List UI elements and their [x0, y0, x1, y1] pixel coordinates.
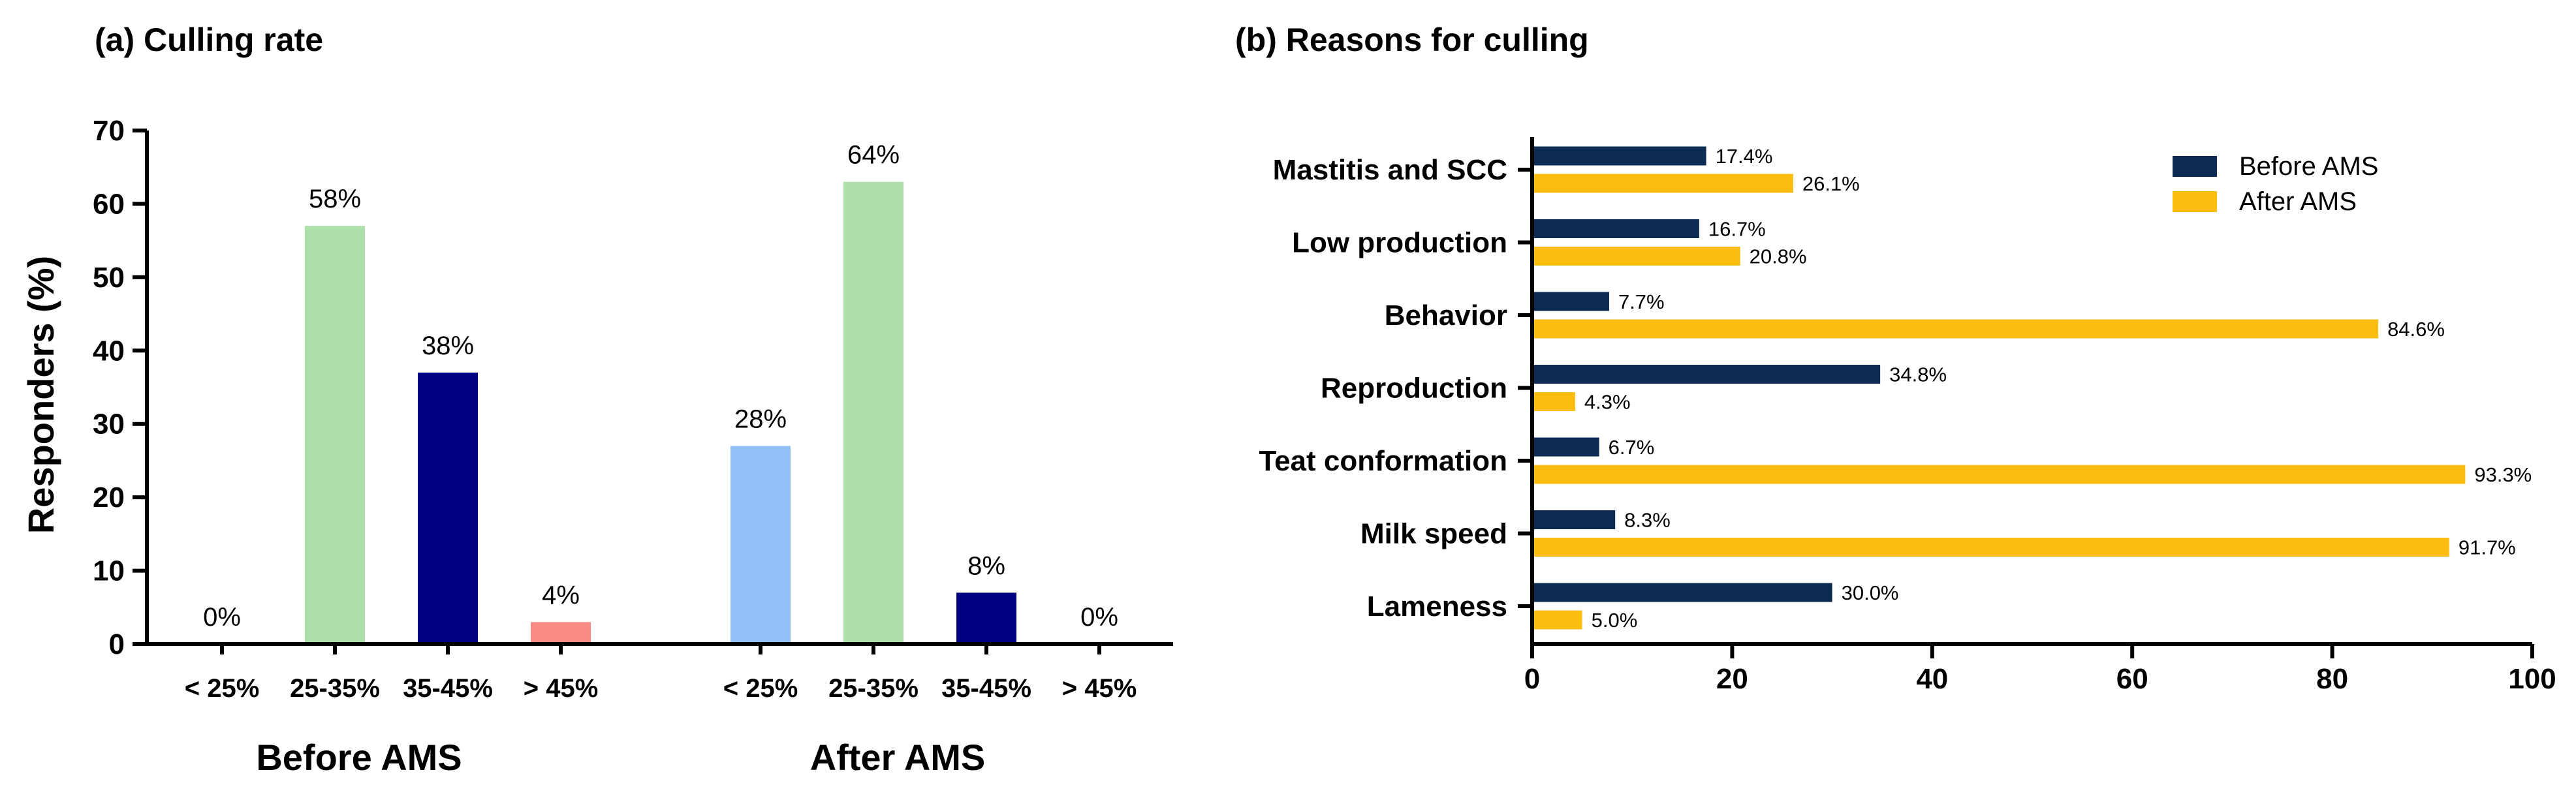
bar-value-label: 4%	[542, 581, 580, 609]
bar-value-label: 64%	[847, 141, 900, 170]
bar-after-ams-lameness	[1532, 610, 1582, 630]
group-label-after-ams: After AMS	[810, 737, 986, 778]
bar-value-label: 91.7%	[2458, 536, 2516, 559]
culling-rate-bars: 0% 58% 38% 4% 28% 64% 8% 0%	[203, 141, 1118, 645]
y-category-label-low-production: Low production	[1292, 227, 1507, 259]
x-tick-label: 60	[2116, 663, 2148, 695]
y-category-label-milk-speed: Milk speed	[1360, 518, 1507, 550]
bar-before-ams-milk-speed	[1532, 510, 1616, 529]
y-tick-label: 50	[93, 262, 125, 294]
bar-after-ams-35-45	[956, 592, 1016, 644]
bar-after-ams-25	[730, 446, 791, 644]
y-tick-label: 20	[93, 482, 125, 514]
bar-value-label: 8.3%	[1624, 509, 1671, 532]
culling-reasons-y-labels: Mastitis and SCC Low production Behavior Re…	[1259, 154, 1532, 623]
y-tick-label: 60	[93, 188, 125, 220]
culling-rate-chart: (a) Culling rate Responders (%) 0 10 20 30 4…	[20, 22, 1173, 778]
bar-value-label: 4.3%	[1584, 391, 1631, 414]
bar-value-label: 0%	[203, 603, 241, 632]
culling-rate-title: (a) Culling rate	[95, 22, 323, 58]
legend-label-before-ams: Before AMS	[2239, 152, 2378, 181]
y-category-label-mastitis-and-scc: Mastitis and SCC	[1273, 154, 1507, 186]
bar-value-label: 26.1%	[1802, 172, 1860, 195]
bar-value-label: 7.7%	[1618, 290, 1665, 313]
x-tick-label: 20	[1716, 663, 1748, 695]
bar-value-label: 93.3%	[2474, 463, 2532, 486]
x-category-label: < 25%	[723, 674, 798, 703]
culling-reasons-title: (b) Reasons for culling	[1235, 22, 1589, 58]
culling-rate-y-ticks: 0 10 20 30 40 50 60 70	[93, 115, 147, 660]
bar-after-ams-mastitis-and-scc	[1532, 174, 1793, 193]
bar-value-label: 16.7%	[1708, 218, 1766, 241]
bar-after-ams-25-35	[843, 181, 903, 644]
bar-value-label: 5.0%	[1592, 609, 1638, 632]
bar-value-label: 28%	[734, 405, 787, 433]
bar-value-label: 34.8%	[1889, 363, 1947, 386]
bar-after-ams-milk-speed	[1532, 538, 2449, 557]
bar-before-ams-45	[531, 622, 591, 644]
bar-before-ams-behavior	[1532, 292, 1609, 311]
bar-before-ams-mastitis-and-scc	[1532, 146, 1706, 166]
legend-label-after-ams: After AMS	[2239, 187, 2357, 216]
x-tick-label: 80	[2316, 663, 2348, 695]
y-tick-label: 70	[93, 115, 125, 147]
legend-swatch-before-ams	[2173, 156, 2217, 177]
y-category-label-reproduction: Reproduction	[1321, 373, 1507, 405]
culling-reasons-chart: (b) Reasons for culling 0 20 40 60 80 100 17.…	[1235, 22, 2556, 695]
x-category-label: > 45%	[1062, 674, 1137, 703]
bar-before-ams-35-45	[418, 373, 478, 644]
legend-swatch-after-ams	[2173, 191, 2217, 212]
x-category-label: > 45%	[524, 674, 599, 703]
x-category-label: 35-45%	[403, 674, 493, 703]
x-category-label: 25-35%	[828, 674, 919, 703]
bar-value-label: 58%	[309, 185, 361, 213]
y-tick-label: 40	[93, 335, 125, 367]
bar-value-label: 84.6%	[2387, 318, 2445, 341]
group-label-before-ams: Before AMS	[256, 737, 462, 778]
bar-value-label: 30.0%	[1842, 581, 1899, 604]
bar-after-ams-reproduction	[1532, 392, 1575, 411]
culling-reasons-x-ticks: 0 20 40 60 80 100	[1524, 644, 2556, 695]
bar-value-label: 17.4%	[1716, 145, 1773, 168]
culling-rate-y-axis-title: Responders (%)	[20, 256, 61, 534]
bar-after-ams-teat-conformation	[1532, 465, 2466, 484]
bar-after-ams-low-production	[1532, 247, 1740, 266]
y-category-label-behavior: Behavior	[1385, 300, 1507, 331]
culling-rate-x-labels: < 25% 25-35% 35-45% > 45% < 25% 25-35% 35-45% >…	[185, 644, 1137, 703]
x-tick-label: 100	[2508, 663, 2556, 695]
bar-before-ams-low-production	[1532, 219, 1699, 238]
culling-reasons-legend: Before AMS After AMS	[2173, 152, 2378, 216]
y-category-label-teat-conformation: Teat conformation	[1259, 445, 1507, 477]
bar-value-label: 0%	[1080, 603, 1118, 632]
x-category-label: 25-35%	[290, 674, 380, 703]
bar-before-ams-lameness	[1532, 583, 1832, 602]
bar-before-ams-reproduction	[1532, 365, 1881, 384]
bar-after-ams-behavior	[1532, 319, 2379, 339]
y-tick-label: 30	[93, 408, 125, 440]
x-tick-label: 0	[1524, 663, 1540, 695]
x-tick-label: 40	[1916, 663, 1948, 695]
bar-value-label: 38%	[422, 331, 474, 360]
y-category-label-lameness: Lameness	[1367, 591, 1507, 623]
bar-before-ams-teat-conformation	[1532, 437, 1599, 457]
x-category-label: < 25%	[185, 674, 260, 703]
x-category-label: 35-45%	[941, 674, 1031, 703]
bar-value-label: 20.8%	[1750, 245, 1807, 268]
y-tick-label: 10	[93, 555, 125, 587]
y-tick-label: 0	[109, 628, 125, 660]
bar-value-label: 6.7%	[1609, 436, 1655, 459]
bar-value-label: 8%	[967, 551, 1005, 580]
culling-reasons-bars: 17.4% 26.1% 16.7% 20.8% 7.7% 84.6% 34.8% 4.3% 6.…	[1532, 145, 2532, 632]
bar-before-ams-25-35	[305, 226, 365, 645]
